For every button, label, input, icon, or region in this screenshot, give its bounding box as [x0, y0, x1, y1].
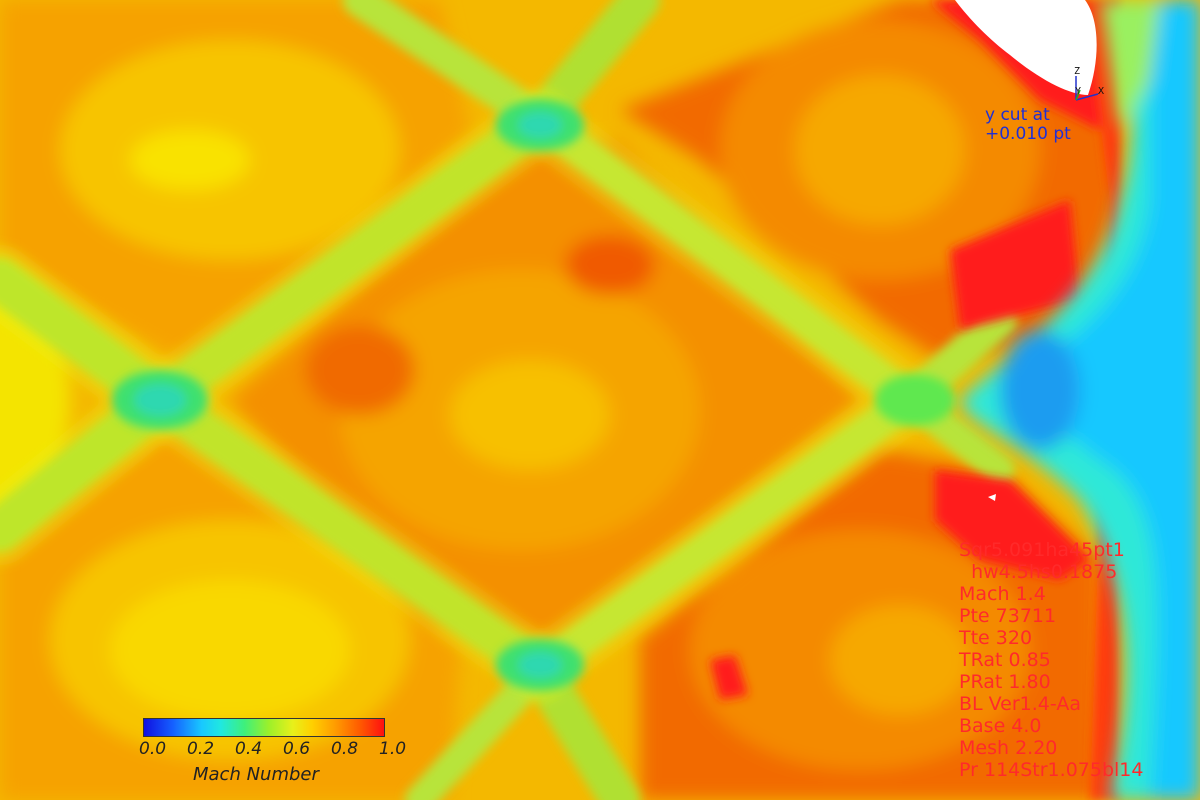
axis-triad: Z Y X [1066, 64, 1112, 106]
axis-z-label: Z [1074, 66, 1081, 77]
parameter-line: BL Ver1.4-Aa [959, 693, 1081, 715]
legend-tick-label: 0.2 [187, 739, 215, 759]
parameter-line: Mach 1.4 [959, 583, 1046, 605]
cut-label: y cut at +0.010 pt [985, 106, 1071, 144]
parameter-line: Sqr5.091ha45pt1 [959, 539, 1125, 561]
axis-y-label: Y [1075, 86, 1082, 97]
cut-label-line2: +0.010 pt [985, 124, 1071, 144]
parameter-line: hw4.5hs0.1875 [959, 561, 1118, 583]
legend-tick-label: 0.8 [331, 739, 359, 759]
axis-x-label: X [1098, 86, 1105, 97]
legend-color-bar [143, 718, 385, 737]
parameter-line: TRat 0.85 [959, 649, 1051, 671]
legend-tick-label: 0.4 [235, 739, 263, 759]
parameter-line: Pte 73711 [959, 605, 1057, 627]
legend-title: Mach Number [193, 764, 319, 785]
legend-ticks: 0.0 0.2 0.4 0.6 0.8 1.0 [139, 737, 419, 759]
color-legend: 0.0 0.2 0.4 0.6 0.8 1.0 Mach Number [139, 718, 406, 785]
parameter-line: Pr 114Str1.075bl14 [959, 759, 1144, 781]
parameter-line: Base 4.0 [959, 715, 1042, 737]
ambient-region [960, 0, 1200, 800]
parameter-list: Sqr5.091ha45pt1 hw4.5hs0.1875 Mach 1.4 Pte… [959, 539, 1143, 781]
parameter-line: PRat 1.80 [959, 671, 1051, 693]
legend-tick-label: 1.0 [379, 739, 407, 759]
legend-tick-label: 0.6 [283, 739, 311, 759]
void-region [955, 0, 1097, 95]
parameter-line: Mesh 2.20 [959, 737, 1058, 759]
parameter-line: Tte 320 [959, 627, 1033, 649]
cut-label-line1: y cut at [985, 105, 1050, 125]
void-fleck [988, 494, 996, 501]
red-regions [710, 0, 1120, 800]
shock-nodes [112, 99, 955, 691]
legend-tick-label: 0.0 [139, 739, 167, 759]
